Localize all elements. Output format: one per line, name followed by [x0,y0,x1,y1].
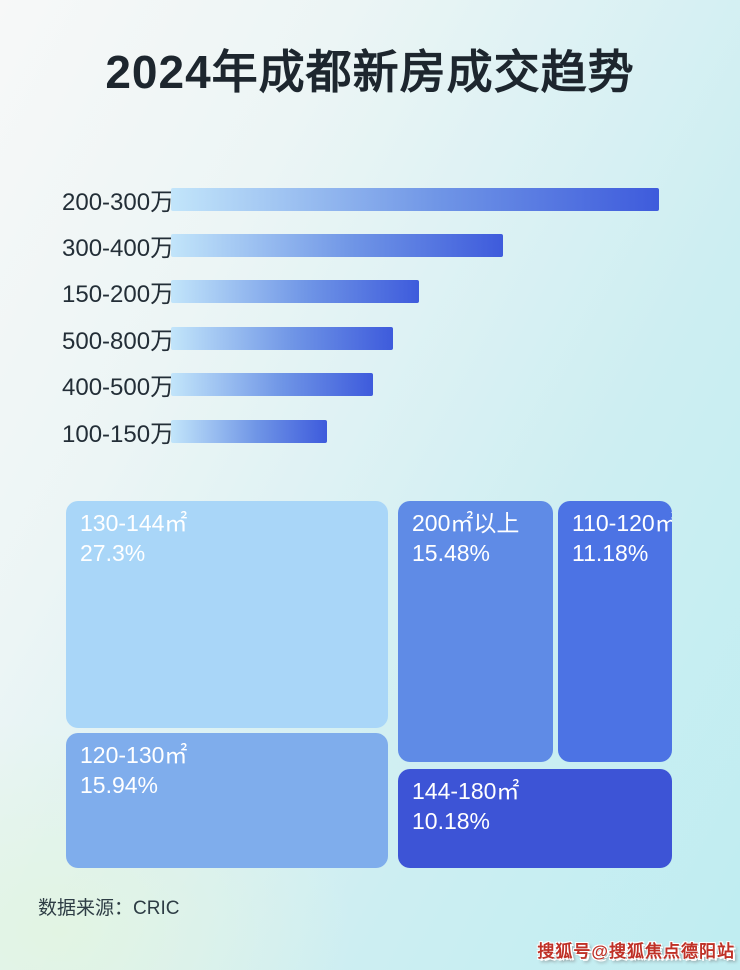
treemap-cell-label: 130-144㎡ [80,510,188,536]
treemap-cell: 200㎡以上 15.48% [398,501,553,762]
page-title: 2024年成都新房成交趋势 [105,46,635,98]
treemap-cell-value: 15.48% [412,540,491,567]
bar-category-label: 100-150万 [62,420,175,448]
bar-category-label: 500-800万 [62,327,175,355]
treemap-cell-label: 144-180㎡ [412,778,520,804]
treemap-cell-value: 11.18% [572,540,649,567]
bar [171,419,328,443]
bar-row: 500-800万 [0,315,740,361]
treemap-cell: 110-120㎡ 11.18% [558,501,672,762]
bar-row: 300-400万 [0,222,740,268]
bar-row: 400-500万 [0,362,740,408]
treemap-cell: 120-130㎡ 15.94% [66,733,388,868]
data-source-label: 数据来源：CRIC [38,898,180,919]
treemap-cell: 144-180㎡ 10.18% [398,769,672,868]
bar [171,234,503,258]
price-range-bar-chart: 200-300万 300-400万 150-200万 500-800万 400-500万… [0,176,740,454]
treemap-cell-label: 200㎡以上 [412,510,520,536]
bar-row: 200-300万 [0,176,740,222]
bar-category-label: 300-400万 [62,235,175,263]
treemap-cell-value: 27.3% [80,540,146,567]
bar-category-label: 400-500万 [62,374,175,402]
treemap-cell-label: 120-130㎡ [80,742,188,768]
bar [171,326,394,350]
watermark-text: 搜狐号@搜狐焦点德阳站 [537,942,735,961]
bar-row: 150-200万 [0,269,740,315]
bar-category-label: 150-200万 [62,281,175,309]
bar-category-label: 200-300万 [62,188,175,216]
bar [171,373,374,397]
bar-row: 100-150万 [0,408,740,454]
treemap-cell-label: 110-120㎡ [572,510,672,536]
area-share-treemap: 130-144㎡ 27.3% 120-130㎡ 15.94% 200㎡以上 15.48% 1… [66,501,672,868]
bar [171,280,419,304]
treemap-cell: 130-144㎡ 27.3% [66,501,388,728]
treemap-cell-value: 10.18% [412,808,491,835]
bar [171,187,659,211]
treemap-cell-value: 15.94% [80,772,159,799]
